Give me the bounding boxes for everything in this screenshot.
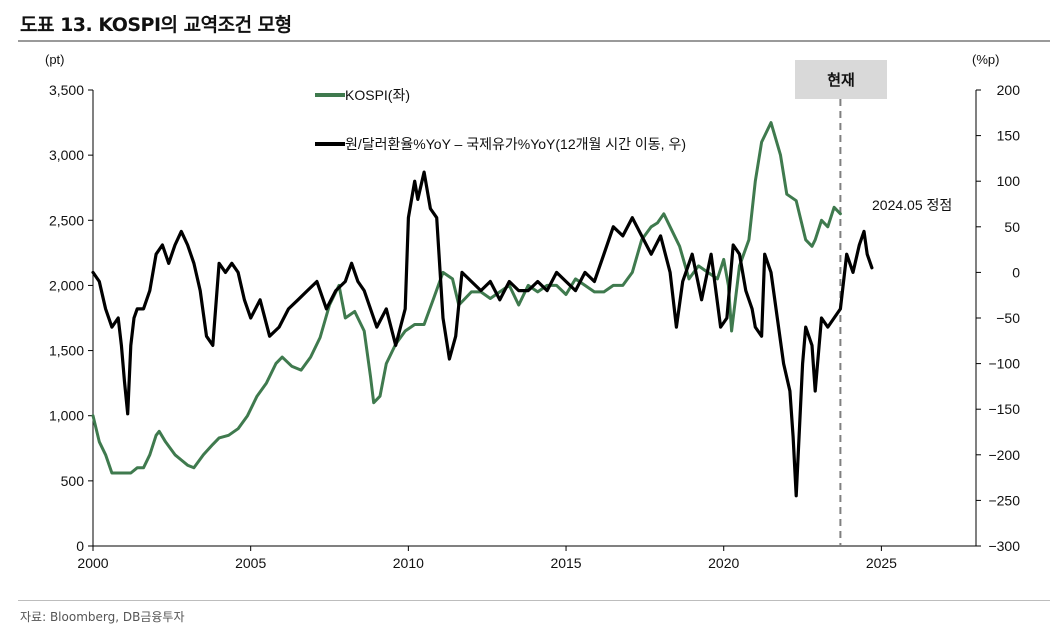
x-tick-label: 2005 <box>235 555 266 571</box>
left-tick-label: 1,000 <box>49 408 84 424</box>
legend-group: KOSPI(좌) 원/달러환율%YoY – 국제유가%YoY(12개월 시간 이동… <box>315 87 686 152</box>
left-tick-label: 1,500 <box>49 343 84 359</box>
x-tick-label: 2015 <box>550 555 581 571</box>
legend-label: KOSPI(좌) <box>345 87 410 103</box>
left-tick-label: 2,000 <box>49 277 84 293</box>
title-divider <box>18 40 1050 42</box>
left-tick-label: 0 <box>76 538 84 554</box>
right-tick-label: −250 <box>988 492 1020 508</box>
right-axis-unit: (%p) <box>972 52 999 67</box>
x-tick-label: 2000 <box>77 555 108 571</box>
source-note: 자료: Bloomberg, DB금융투자 <box>20 610 185 624</box>
right-tick-label: −150 <box>988 401 1020 417</box>
right-tick-label: −300 <box>988 538 1020 554</box>
footer-divider <box>18 600 1050 601</box>
right-tick-label: −200 <box>988 447 1020 463</box>
current-box <box>795 60 887 99</box>
series-group <box>91 121 874 498</box>
chart: 05001,0001,5002,0002,5003,0003,500(pt)−3… <box>45 52 1020 571</box>
right-tick-label: 0 <box>1012 264 1020 280</box>
left-tick-label: 500 <box>61 473 85 489</box>
right-tick-label: −100 <box>988 356 1020 372</box>
chart-title: 도표 13. KOSPI의 교역조건 모형 <box>20 14 292 36</box>
left-tick-label: 2,500 <box>49 212 84 228</box>
current-label: 현재 <box>827 72 855 89</box>
x-tick-label: 2020 <box>708 555 739 571</box>
right-tick-label: 100 <box>997 173 1021 189</box>
x-tick-label: 2010 <box>393 555 424 571</box>
legend-label: 원/달러환율%YoY – 국제유가%YoY(12개월 시간 이동, 우) <box>345 136 686 152</box>
left-tick-label: 3,500 <box>49 82 84 98</box>
right-tick-label: −50 <box>996 310 1020 326</box>
left-tick-label: 3,000 <box>49 147 84 163</box>
right-tick-label: 50 <box>1004 219 1020 235</box>
x-tick-label: 2025 <box>866 555 897 571</box>
peak-annotation: 2024.05 정점 <box>872 197 952 213</box>
current-marker-group: 현재 2024.05 정점 <box>795 60 952 546</box>
axes-group: 05001,0001,5002,0002,5003,0003,500(pt)−3… <box>45 52 1020 571</box>
left-axis-unit: (pt) <box>45 52 65 67</box>
fx-oil-spread-series-line <box>91 170 874 498</box>
right-tick-label: 200 <box>997 82 1021 98</box>
right-tick-label: 150 <box>997 128 1021 144</box>
